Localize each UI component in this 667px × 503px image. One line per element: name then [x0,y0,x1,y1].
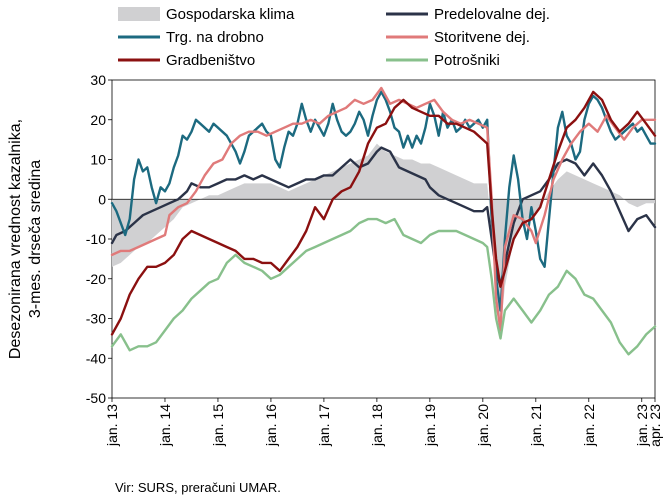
series-area-gospodarska-klima [112,143,655,331]
y-tick-label: -40 [86,350,106,366]
series-line-gradbenistvo [110,90,657,336]
y-tick-label: -20 [86,271,106,287]
legend-label-storitvene-dej: Storitvene dej. [434,29,530,46]
x-tick-label: jan. 20 [475,404,491,447]
y-tick-label: 10 [90,152,106,168]
legend-label-trg-na-drobno: Trg. na drobno [166,29,264,46]
y-tick-label: 30 [90,72,106,88]
x-tick-label: jan. 22 [581,404,597,447]
x-tick-label: jan. 23 [634,404,650,447]
x-tick-label: jan. 17 [316,404,332,447]
legend-label-predelovalne-dej: Predelovalne dej. [434,6,550,23]
y-axis-title: Desezonirana vrednost kazalnika, [7,119,24,359]
x-tick-label: jan. 18 [369,404,385,447]
x-tick-label: jan. 15 [210,404,226,447]
series-line-trg-na-drobno [110,90,657,312]
series-line-predelovalne-dej [110,146,657,288]
y-tick-label: -10 [86,231,106,247]
x-tick-label: apr. 23 [647,404,663,447]
legend-label-gospodarska-klima: Gospodarska klima [166,6,295,23]
legend-label-potrosniki: Potrošniki [434,52,500,69]
x-tick-label: jan. 13 [104,404,120,447]
series-line-potrosniki [110,217,657,356]
legend-label-gradbenistvo: Gradbeništvo [166,52,255,69]
legend-swatch-gospodarska-klima [118,7,160,21]
x-tick-label: jan. 14 [157,404,173,447]
y-tick-label: 0 [98,191,106,207]
series-line-storitvene-dej [110,86,657,332]
x-tick-label: jan. 21 [528,404,544,447]
y-tick-label: -50 [86,390,106,406]
y-axis-title: 3-mes. drseča sredina [27,160,44,318]
x-tick-label: jan. 19 [422,404,438,447]
x-tick-label: jan. 16 [263,404,279,447]
y-tick-label: -30 [86,311,106,327]
y-tick-label: 20 [90,112,106,128]
source-note: Vir: SURS, preračuni UMAR. [115,480,281,495]
